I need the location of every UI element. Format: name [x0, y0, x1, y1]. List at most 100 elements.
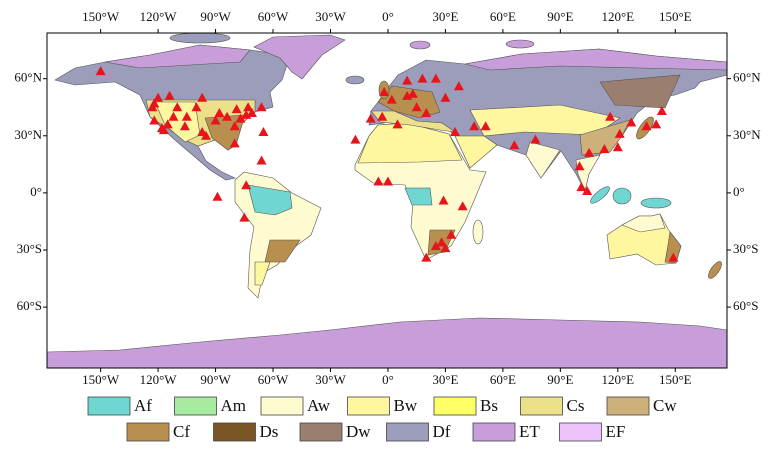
- station-marker: [582, 185, 593, 195]
- station-marker: [256, 155, 267, 165]
- station-marker: [411, 102, 422, 112]
- x-tick-label-bottom: 120°W: [140, 372, 178, 387]
- new-guinea: [640, 197, 672, 209]
- x-tick-label-bottom: 90°E: [547, 372, 573, 387]
- new-zealand: [708, 261, 722, 279]
- south-america-cf: [264, 239, 301, 263]
- station-marker: [612, 142, 623, 152]
- station-marker: [450, 126, 460, 136]
- x-tick-label-bottom: 30°W: [315, 372, 346, 387]
- station-marker: [172, 102, 183, 112]
- station-marker: [402, 75, 413, 85]
- station-marker: [668, 252, 679, 262]
- x-tick-label-bottom: 90°W: [200, 372, 231, 387]
- station-marker: [421, 252, 432, 262]
- station-marker: [377, 111, 388, 121]
- map-frame: [46, 32, 728, 369]
- y-tick-label-right: 30°S: [733, 241, 758, 256]
- x-tick-label-top: 120°E: [601, 9, 634, 24]
- station-marker: [509, 140, 520, 150]
- station-marker: [200, 130, 211, 140]
- map-land: [46, 32, 728, 369]
- iceland: [345, 75, 365, 85]
- station-marker: [386, 94, 397, 104]
- station-marker: [258, 126, 269, 136]
- y-tick-label-left: 30°N: [14, 127, 42, 142]
- australia-east: [664, 231, 682, 264]
- station-marker: [440, 243, 451, 253]
- station-marker: [584, 147, 595, 157]
- station-marker: [373, 176, 384, 186]
- station-marker: [158, 125, 169, 135]
- station-marker: [392, 119, 403, 129]
- legend-swatch: [347, 396, 390, 416]
- x-tick-label-top: 150°E: [659, 9, 692, 24]
- station-marker: [229, 138, 240, 148]
- sumatra: [590, 186, 610, 204]
- canada-north: [104, 44, 251, 69]
- station-marker: [379, 87, 390, 97]
- station-marker: [576, 182, 587, 192]
- borneo: [612, 187, 632, 205]
- station-marker: [382, 176, 393, 186]
- legend-label: EF: [606, 422, 626, 441]
- station-marker: [417, 73, 428, 83]
- x-tick-label-top: 90°W: [200, 9, 231, 24]
- station-marker: [197, 92, 208, 102]
- australia-north: [621, 213, 666, 233]
- station-marker: [436, 237, 447, 247]
- siberia-north: [464, 48, 728, 71]
- station-marker: [599, 144, 610, 154]
- amazon: [247, 184, 293, 216]
- x-tick-label-top: 30°E: [432, 9, 458, 24]
- station-marker: [421, 107, 432, 117]
- station-marker: [95, 66, 106, 76]
- station-marker: [469, 121, 480, 131]
- legend-label: Cw: [653, 396, 677, 415]
- legend-swatch: [559, 422, 602, 442]
- sahara: [357, 122, 463, 164]
- x-tick-label-top: 0°: [382, 9, 394, 24]
- x-tick-label-top: 120°W: [140, 9, 178, 24]
- station-marker: [440, 92, 451, 102]
- india: [525, 141, 561, 179]
- station-marker: [212, 191, 223, 201]
- station-marker: [605, 111, 616, 121]
- station-marker: [430, 241, 441, 251]
- legend-label: Dw: [346, 422, 371, 441]
- legend-swatch: [472, 422, 516, 442]
- station-marker: [214, 107, 225, 117]
- station-marker: [641, 121, 652, 131]
- legend-swatch: [386, 422, 429, 442]
- station-marker: [350, 134, 361, 144]
- legend-label: Cs: [567, 396, 585, 415]
- station-marker: [229, 121, 240, 131]
- station-marker: [181, 111, 192, 121]
- legend-label: Bs: [480, 396, 498, 415]
- legend-swatch: [433, 396, 477, 416]
- y-tick-label-left: 0°: [30, 184, 42, 199]
- legend-swatch: [126, 422, 170, 442]
- x-tick-label-bottom: 0°: [382, 372, 394, 387]
- x-tick-label-bottom: 120°E: [601, 372, 634, 387]
- x-tick-label-bottom: 60°W: [258, 372, 289, 387]
- legend-label: Df: [433, 422, 451, 441]
- station-marker: [365, 113, 376, 123]
- x-tick-label-bottom: 60°E: [490, 372, 516, 387]
- station-marker: [651, 119, 662, 129]
- station-marker: [656, 106, 667, 116]
- congo: [404, 187, 433, 206]
- station-marker: [256, 102, 267, 112]
- legend-label: Aw: [307, 396, 331, 415]
- svalbard: [409, 40, 431, 50]
- x-tick-label-top: 30°W: [315, 9, 346, 24]
- x-tick-label-top: 60°W: [258, 9, 289, 24]
- station-marker: [153, 92, 164, 102]
- antarctica: [46, 317, 728, 369]
- station-marker: [241, 180, 252, 190]
- greenland: [253, 34, 346, 80]
- x-tick-label-top: 90°E: [547, 9, 573, 24]
- southeast-asia: [575, 154, 601, 192]
- station-marker: [239, 212, 250, 222]
- station-marker: [243, 102, 254, 112]
